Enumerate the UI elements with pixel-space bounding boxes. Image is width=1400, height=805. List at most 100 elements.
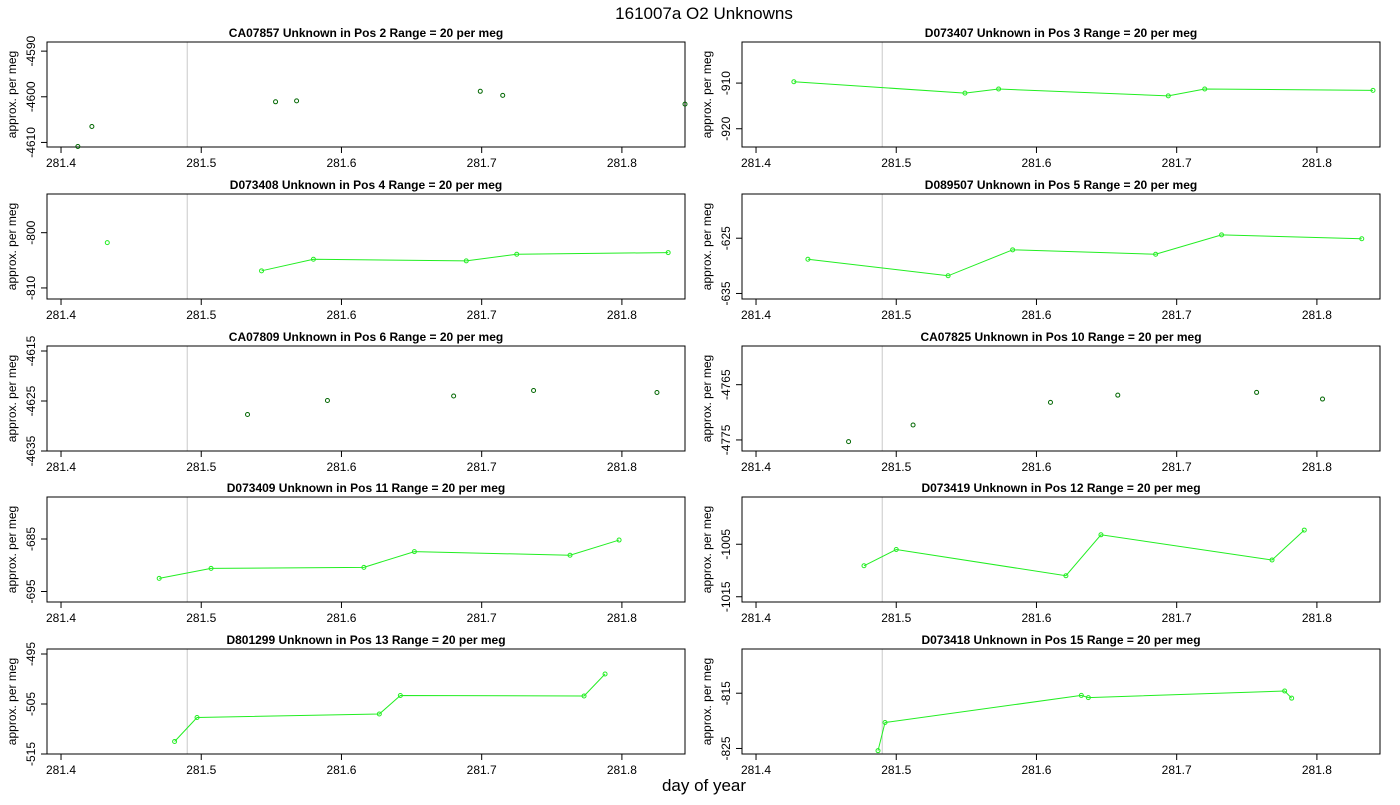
panel-10: D073418 Unknown in Pos 15 Range = 20 per… xyxy=(700,633,1381,777)
data-point xyxy=(846,439,852,445)
x-tick-label: 281.8 xyxy=(1302,156,1332,170)
data-point xyxy=(451,393,457,399)
x-tick-label: 281.5 xyxy=(186,611,216,625)
x-tick-label: 281.4 xyxy=(46,611,76,625)
y-axis-label: approx. per meg xyxy=(5,203,19,290)
x-axis-label: day of year xyxy=(662,776,746,795)
y-tick-label: -825 xyxy=(719,736,733,760)
plot-frame xyxy=(46,41,686,148)
data-point xyxy=(945,273,951,279)
x-tick-label: 281.8 xyxy=(607,460,637,474)
data-point xyxy=(861,563,867,569)
y-tick-label: -4610 xyxy=(24,127,38,158)
y-tick-label: -495 xyxy=(24,642,38,666)
y-axis-label: approx. per meg xyxy=(700,658,714,745)
x-tick-label: 281.5 xyxy=(186,460,216,474)
panel-title: CA07809 Unknown in Pos 6 Range = 20 per … xyxy=(229,330,503,344)
data-point xyxy=(1282,688,1288,694)
x-tick-label: 281.7 xyxy=(1162,308,1192,322)
x-tick-label: 281.5 xyxy=(186,763,216,777)
panel-9: D801299 Unknown in Pos 13 Range = 20 per… xyxy=(5,633,686,777)
data-point xyxy=(875,748,881,754)
y-axis-label: approx. per meg xyxy=(700,203,714,290)
plot-frame xyxy=(741,41,1381,148)
data-point xyxy=(1098,532,1104,538)
plot-frame xyxy=(741,193,1381,300)
data-point xyxy=(477,88,483,94)
data-point xyxy=(1289,695,1295,701)
y-tick-label: -635 xyxy=(719,281,733,305)
data-point xyxy=(104,240,110,246)
x-tick-label: 281.5 xyxy=(881,611,911,625)
x-tick-label: 281.8 xyxy=(1302,763,1332,777)
data-point xyxy=(791,79,797,85)
data-point xyxy=(654,390,660,395)
x-tick-label: 281.8 xyxy=(607,308,637,322)
x-tick-label: 281.4 xyxy=(46,763,76,777)
panel-2: D073407 Unknown in Pos 3 Range = 20 per … xyxy=(700,26,1381,170)
y-tick-label: -4625 xyxy=(24,385,38,416)
y-axis-label: approx. per meg xyxy=(5,51,19,138)
x-tick-label: 281.4 xyxy=(741,460,771,474)
y-tick-label: -625 xyxy=(719,226,733,250)
panel-title: D073418 Unknown in Pos 15 Range = 20 per… xyxy=(921,633,1200,647)
series-line xyxy=(174,673,606,742)
series-line xyxy=(807,234,1362,277)
data-point xyxy=(567,552,573,558)
y-tick-label: -515 xyxy=(24,742,38,766)
plot-frame xyxy=(46,496,686,603)
data-point xyxy=(1254,389,1260,395)
series-line xyxy=(877,690,1293,751)
series-line xyxy=(159,539,620,579)
data-point xyxy=(616,537,622,543)
x-tick-label: 281.7 xyxy=(1162,611,1192,625)
data-point xyxy=(194,715,200,720)
x-tick-label: 281.6 xyxy=(326,460,356,474)
data-point xyxy=(172,739,178,744)
x-tick-label: 281.5 xyxy=(881,460,911,474)
data-point xyxy=(682,101,688,107)
x-tick-label: 281.7 xyxy=(467,460,497,474)
data-point xyxy=(259,268,265,274)
data-point xyxy=(805,256,811,262)
data-point xyxy=(463,258,469,264)
x-tick-label: 281.7 xyxy=(467,308,497,322)
series-line xyxy=(863,529,1305,577)
data-point xyxy=(1078,692,1084,698)
x-tick-label: 281.7 xyxy=(1162,763,1192,777)
data-point xyxy=(1301,527,1307,533)
y-tick-label: -1015 xyxy=(719,581,733,612)
plot-frame xyxy=(46,648,686,755)
plot-frame xyxy=(741,345,1381,452)
plot-frame xyxy=(741,648,1381,755)
x-tick-label: 281.6 xyxy=(1021,308,1051,322)
panel-6: CA07825 Unknown in Pos 10 Range = 20 per… xyxy=(700,330,1381,474)
data-point xyxy=(1219,232,1225,238)
data-point xyxy=(397,693,403,698)
data-point xyxy=(208,565,214,571)
y-axis-label: approx. per meg xyxy=(700,355,714,442)
x-tick-label: 281.6 xyxy=(326,156,356,170)
x-tick-label: 281.5 xyxy=(881,156,911,170)
data-point xyxy=(156,575,162,581)
data-point xyxy=(910,422,916,428)
panel-title: D073419 Unknown in Pos 12 Range = 20 per… xyxy=(921,481,1200,495)
data-point xyxy=(310,256,316,262)
panel-3: D073408 Unknown in Pos 4 Range = 20 per … xyxy=(5,178,686,322)
y-tick-label: -815 xyxy=(719,681,733,705)
x-tick-label: 281.8 xyxy=(607,156,637,170)
y-tick-label: -4765 xyxy=(719,369,733,400)
y-tick-label: -1005 xyxy=(719,529,733,560)
data-point xyxy=(1063,573,1069,579)
panel-title: D089507 Unknown in Pos 5 Range = 20 per … xyxy=(925,178,1197,192)
x-tick-label: 281.7 xyxy=(467,763,497,777)
series-line xyxy=(261,252,669,272)
data-point xyxy=(962,90,968,96)
y-axis-label: approx. per meg xyxy=(700,506,714,593)
plot-frame xyxy=(741,496,1381,603)
data-point xyxy=(376,711,382,717)
panel-title: D073409 Unknown in Pos 11 Range = 20 per… xyxy=(227,481,505,495)
data-point xyxy=(514,251,520,257)
data-point xyxy=(1115,392,1121,398)
